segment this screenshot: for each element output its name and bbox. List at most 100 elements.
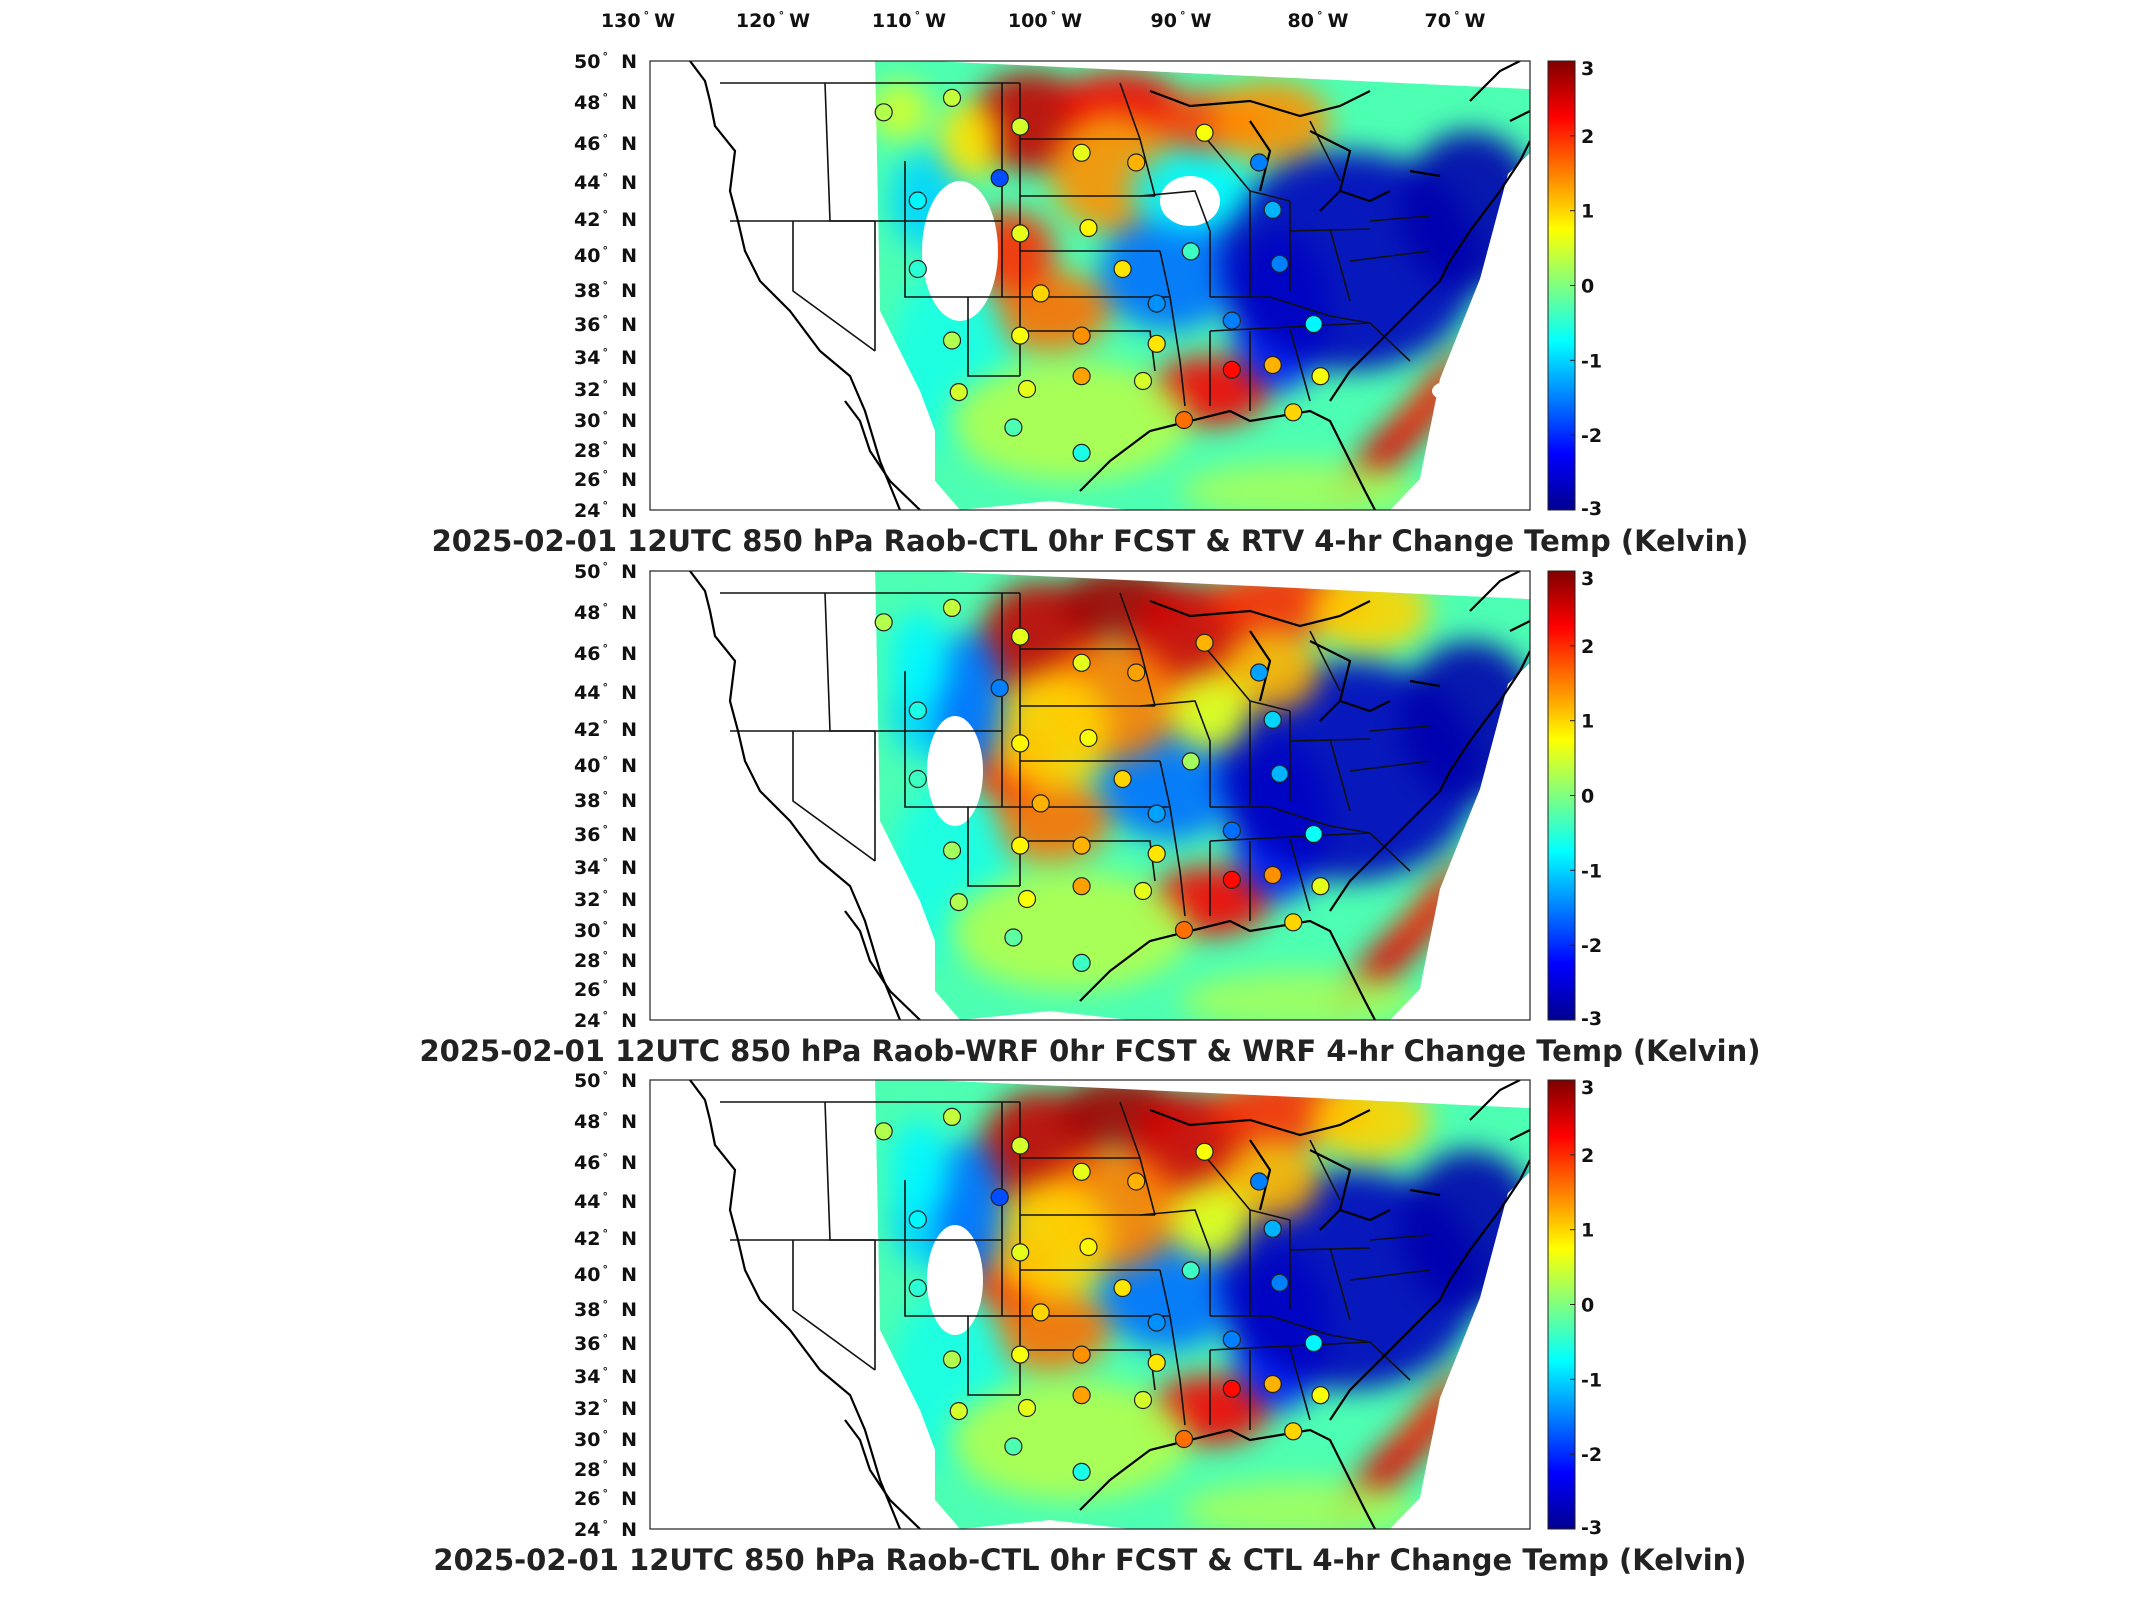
lon-tick-label: 120 ° W: [736, 9, 810, 32]
state-line: [1210, 1315, 1331, 1336]
state-line: [1369, 215, 1431, 222]
state-line: [1329, 825, 1371, 834]
raob-stations: [874, 598, 1330, 972]
raob-station-marker: [1127, 153, 1146, 172]
raob-station-marker: [1147, 844, 1166, 863]
state-line: [967, 807, 1020, 887]
colorbar: 3 2 1 0 -1 -2 -3: [1547, 58, 1602, 520]
lat-tick-label: 50 ° N: [574, 560, 637, 583]
lat-tick-label: 24 ° N: [574, 1518, 637, 1541]
colorbar-tick-label: 2: [1581, 126, 1594, 148]
raob-station-marker: [942, 841, 962, 860]
latitude-labels: 50 ° N 48 ° N 46 ° N 44 ° N 42 ° N 40 ° N 38 ° N 36 ° N 34 ° N 32 ° N…: [574, 560, 637, 1032]
raob-station-marker: [1147, 804, 1166, 823]
state-line: [1349, 760, 1431, 772]
raob-station-marker: [1004, 928, 1023, 947]
raob-station-marker: [1270, 764, 1289, 783]
lon-tick-label: 110 ° W: [872, 9, 946, 32]
raob-station-marker: [1011, 117, 1030, 136]
raob-station-marker: [1011, 1243, 1030, 1262]
raob-station-marker: [942, 1350, 962, 1369]
raob-station-marker: [1270, 254, 1289, 273]
raob-station-marker: [1004, 418, 1023, 437]
raob-station-marker: [1072, 1386, 1091, 1405]
raob-station-marker: [1072, 367, 1091, 386]
state-line: [1369, 725, 1431, 732]
raob-station-marker: [1072, 836, 1091, 855]
lat-tick-label: 32 ° N: [574, 1397, 637, 1420]
raob-station-marker: [1011, 224, 1030, 243]
raob-station-marker: [1113, 769, 1132, 789]
raob-station-marker: [1311, 1386, 1330, 1405]
coast-line: [689, 61, 902, 510]
panel-ctl: 50 ° N 48 ° N 46 ° N 44 ° N 42 ° N 40 ° N 38 ° N 36 ° N 34 ° N 32 ° N…: [433, 1069, 1746, 1577]
colorbar-tick-label: 1: [1581, 1220, 1594, 1242]
coastlines: [689, 61, 1530, 510]
raob-station-marker: [1079, 728, 1098, 748]
temperature-anomaly-blobs: [890, 571, 1530, 1020]
lat-tick-label: 50 ° N: [574, 1069, 637, 1092]
anomaly-region: [950, 871, 1190, 991]
raob-station-marker: [1263, 1219, 1282, 1238]
raob-station-marker: [908, 1210, 927, 1229]
raob-station-marker: [1072, 653, 1091, 672]
raob-station-marker: [1031, 284, 1050, 303]
coast-line: [1409, 1188, 1441, 1197]
raob-station-marker: [874, 103, 893, 122]
raob-station-marker: [942, 598, 962, 618]
lat-tick-label: 34 ° N: [574, 1365, 637, 1388]
lon-tick-label: 90 ° W: [1151, 9, 1212, 32]
anomaly-region: [890, 1120, 950, 1220]
coast-line: [1329, 1159, 1530, 1421]
colorbar-tick-label: 1: [1581, 711, 1594, 733]
colorbar-tick-label: 3: [1581, 568, 1594, 590]
state-line: [1119, 1101, 1156, 1216]
coast-line: [1079, 409, 1376, 510]
lat-tick-label: 46 ° N: [574, 642, 637, 665]
no-data-patch: [1160, 176, 1220, 226]
state-line: [1369, 1341, 1411, 1381]
lat-tick-label: 28 ° N: [574, 949, 637, 972]
no-data-patch: [1432, 381, 1468, 401]
raob-station-marker: [1011, 627, 1030, 646]
state-line: [1329, 315, 1371, 324]
raob-station-marker: [1181, 752, 1200, 771]
state-line: [1249, 700, 1291, 712]
temperature-anomaly-blobs: [870, 71, 1530, 510]
raob-station-marker: [1263, 710, 1282, 729]
anomaly-region: [1180, 461, 1420, 510]
coast-line: [1469, 571, 1521, 612]
raob-station-marker: [1174, 1429, 1194, 1449]
coastlines: [689, 1080, 1530, 1529]
raob-station-marker: [1249, 1172, 1269, 1191]
anomaly-region: [950, 361, 1190, 481]
colorbar-tick-label: -1: [1581, 860, 1602, 882]
raob-station-marker: [1079, 1237, 1098, 1257]
coastlines: [689, 571, 1530, 1020]
coast-line: [844, 910, 921, 1020]
colorbar-tick-label: 0: [1581, 1295, 1594, 1317]
raob-station-marker: [1195, 1142, 1214, 1161]
coast-line: [1149, 599, 1371, 628]
colorbar-tick-label: -3: [1581, 498, 1602, 520]
anomaly-region: [1180, 971, 1420, 1020]
state-line: [1289, 1347, 1311, 1421]
raob-station-marker: [1113, 259, 1132, 279]
coast-line: [689, 1080, 902, 1529]
coast-line: [1329, 650, 1530, 912]
coast-line: [1149, 89, 1371, 118]
coast-line: [1339, 189, 1391, 203]
map-frame: [650, 1080, 1530, 1529]
anomaly-region: [1170, 1180, 1250, 1260]
raob-station-marker: [1284, 913, 1303, 932]
state-line: [1020, 1349, 1156, 1391]
map-frame: [650, 571, 1530, 1020]
state-line: [967, 297, 1020, 377]
no-data-mask: [1390, 663, 1530, 1020]
raob-station-marker: [908, 259, 927, 279]
raob-station-marker: [1147, 334, 1166, 353]
lat-tick-label: 30 ° N: [574, 1428, 637, 1451]
state-line: [792, 221, 876, 352]
